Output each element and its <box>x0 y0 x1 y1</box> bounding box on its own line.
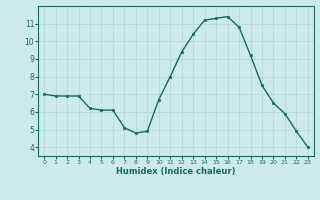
X-axis label: Humidex (Indice chaleur): Humidex (Indice chaleur) <box>116 167 236 176</box>
